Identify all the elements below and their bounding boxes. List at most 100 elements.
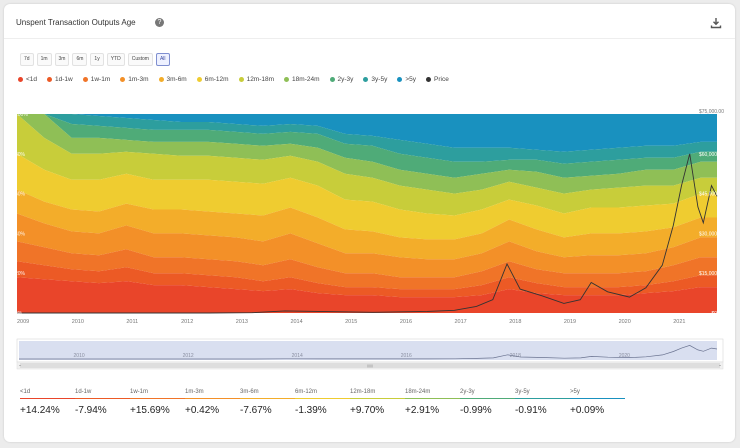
scrollbar-grip-icon [367, 364, 373, 368]
chart-legend: <1d 1d-1w 1w-1m 1m-3m 3m-6m 6m-12m 12m-18m 18m-… [18, 76, 449, 83]
stat-item: 3m-6m -7.67% [240, 389, 295, 416]
y-left-tick-label: 0% [15, 311, 23, 317]
chart-title: Unspent Transaction Outputs Age [16, 18, 136, 27]
legend-dot [82, 77, 88, 82]
x-tick-label: 2011 [126, 319, 138, 325]
legend-label: 12m-18m [246, 76, 275, 83]
stat-label: 3y-5y [515, 389, 570, 399]
legend-label: <1d [26, 76, 38, 83]
x-tick-label: 2012 [181, 319, 193, 325]
legend-item[interactable]: 2y-3y [329, 76, 353, 83]
legend-label: Price [434, 76, 449, 83]
x-tick-label: 2010 [72, 319, 84, 325]
area-band [17, 189, 717, 260]
navigator-selection [19, 341, 717, 360]
y-right-tick-label: $75,000.00 [699, 109, 724, 115]
legend-dot [158, 77, 164, 82]
y-right-tick-label: $60,000.00 [699, 152, 724, 158]
stat-label: >5y [570, 389, 625, 399]
x-tick-label: 2018 [509, 319, 521, 325]
y-left-tick-label: 60% [15, 192, 26, 198]
stat-item: 6m-12m -1.39% [295, 389, 350, 416]
legend-label: 18m-24m [292, 76, 320, 83]
stat-label: 1m-3m [185, 389, 240, 399]
range-6m[interactable]: 6m [72, 53, 88, 66]
stat-label: 3m-6m [240, 389, 295, 399]
range-custom[interactable]: Custom [127, 53, 153, 66]
stat-value: +15.69% [130, 405, 170, 416]
legend-item[interactable]: 3y-5y [363, 76, 387, 83]
stat-value: -1.39% [295, 405, 327, 416]
range-all[interactable]: All [155, 53, 170, 66]
x-tick-label: 2009 [17, 319, 29, 325]
x-tick-label: 2014 [290, 319, 302, 325]
area-band [17, 153, 717, 240]
legend-label: >5y [405, 76, 416, 83]
range-3m[interactable]: 3m [54, 53, 70, 66]
navigator-tick-label: 2010 [74, 353, 85, 359]
header-divider [4, 38, 735, 39]
stat-label: 12m-18m [350, 389, 405, 399]
stat-label: 6m-12m [295, 389, 350, 399]
legend-item[interactable]: 18m-24m [284, 76, 320, 83]
legend-item[interactable]: 12m-18m [238, 76, 275, 83]
legend-item[interactable]: 3m-6m [158, 76, 187, 83]
stat-value: +2.91% [405, 405, 440, 416]
legend-item[interactable]: 1d-1w [47, 76, 73, 83]
area-band [17, 241, 717, 290]
legend-dot [196, 77, 202, 82]
legend-item[interactable]: <1d [18, 76, 37, 83]
area-band [17, 114, 717, 194]
legend-dot [329, 77, 335, 82]
legend-item[interactable]: Price [426, 76, 449, 83]
legend-label: 6m-12m [204, 76, 229, 83]
y-left-tick-label: 80% [15, 152, 26, 158]
stat-item: 3y-5y -0.91% [515, 389, 570, 416]
stat-item: 1d-1w -7.94% [75, 389, 130, 416]
legend-dot [426, 77, 431, 82]
navigator-tick-label: 2014 [292, 353, 303, 359]
stat-label: 1w-1m [130, 389, 185, 399]
legend-dot [47, 77, 53, 82]
range-7d[interactable]: 7d [20, 53, 34, 66]
legend-label: 1d-1w [55, 76, 73, 83]
legend-label: 3m-6m [166, 76, 187, 83]
area-band [17, 114, 717, 152]
legend-dot [18, 77, 23, 82]
y-right-tick-label: $45,000.00 [699, 192, 724, 198]
stat-item: <1d +14.24% [20, 389, 75, 416]
legend-item[interactable]: >5y [397, 76, 416, 83]
legend-dot [284, 77, 290, 82]
x-tick-label: 2013 [236, 319, 248, 325]
stat-label: 18m-24m [405, 389, 460, 399]
stat-value: +0.42% [185, 405, 220, 416]
stat-item: >5y +0.09% [570, 389, 625, 416]
navigator-tick-label: 2016 [401, 353, 412, 359]
download-icon[interactable] [710, 17, 722, 29]
legend-item[interactable]: 1w-1m [82, 76, 110, 83]
range-1y[interactable]: 1y [90, 53, 104, 66]
range-ytd[interactable]: YTD [106, 53, 125, 66]
stat-item: 2y-3y -0.99% [460, 389, 515, 416]
legend-item[interactable]: 1m-3m [120, 76, 149, 83]
navigator-tick-label: 2020 [619, 353, 630, 359]
stat-item: 1m-3m +0.42% [185, 389, 240, 416]
stat-item: 12m-18m +9.70% [350, 389, 405, 416]
range-selector: 7d 1m 3m 6m 1y YTD Custom All [20, 53, 170, 66]
legend-label: 1m-3m [128, 76, 149, 83]
legend-dot [397, 77, 403, 82]
area-band [17, 261, 717, 298]
area-band [17, 277, 717, 313]
legend-item[interactable]: 6m-12m [196, 76, 229, 83]
y-left-tick-label: 40% [15, 231, 26, 237]
y-left-tick-label: 100% [15, 112, 28, 118]
question-icon[interactable]: ? [155, 18, 164, 27]
legend-dot [120, 77, 126, 82]
range-1m[interactable]: 1m [36, 53, 52, 66]
stat-label: <1d [20, 389, 75, 399]
x-tick-label: 2019 [564, 319, 576, 325]
stat-label: 2y-3y [460, 389, 515, 399]
stat-item: 1w-1m +15.69% [130, 389, 185, 416]
legend-label: 3y-5y [371, 76, 388, 83]
